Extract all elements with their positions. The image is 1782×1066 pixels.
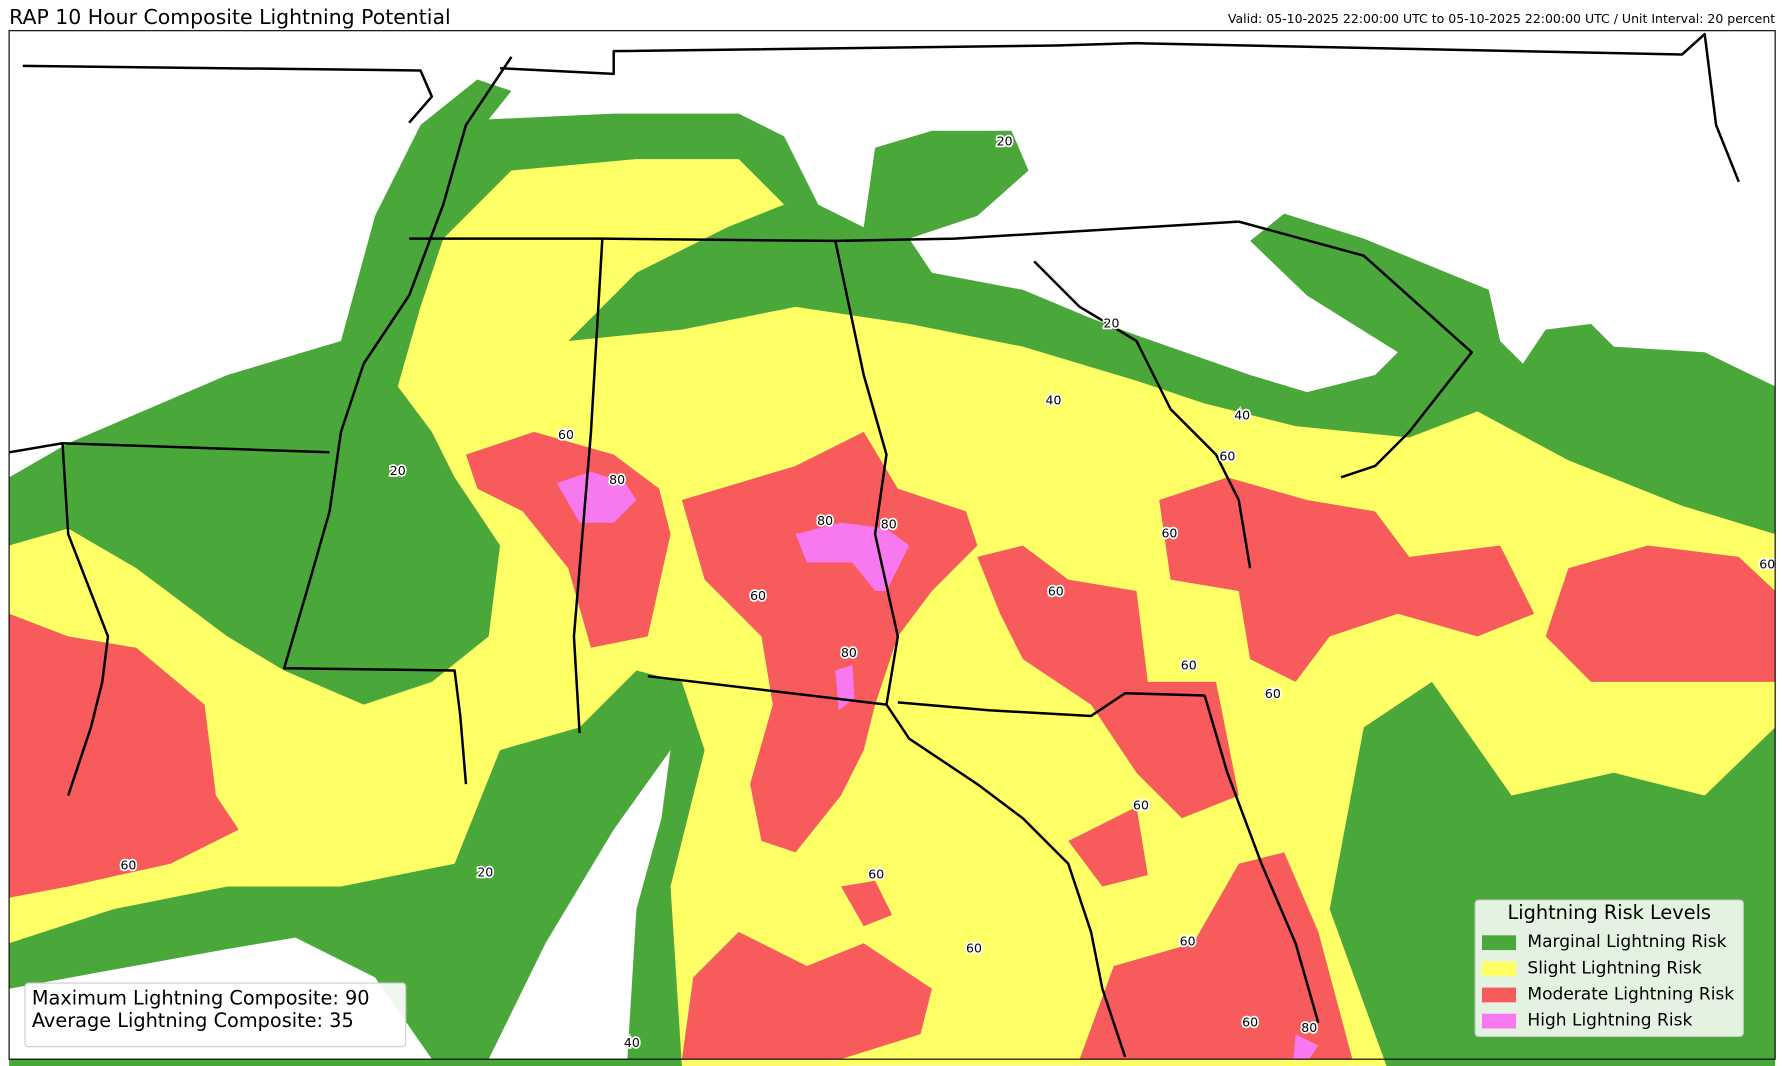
contour-label: 60 (1133, 797, 1149, 812)
contour-label: 40 (1046, 393, 1062, 408)
contour-label: 80 (841, 645, 857, 660)
valid-time: Valid: 05-10-2025 22:00:00 UTC to 05-10-… (1228, 11, 1775, 26)
stats-box (24, 982, 407, 1048)
contour-label: 60 (120, 857, 136, 872)
moderate-area (1545, 545, 1776, 682)
legend-label: Marginal Lightning Risk (1527, 932, 1726, 952)
no-risk-area (488, 750, 671, 1060)
contour-label: 60 (750, 588, 766, 603)
contour-label: 60 (966, 940, 982, 955)
state-borders (8, 32, 1740, 1058)
map-frame (8, 30, 1776, 1060)
high-area (556, 471, 637, 523)
contour-label: 60 (868, 867, 884, 882)
contour-label: 60 (1181, 657, 1197, 672)
contour-label: 80 (881, 517, 897, 532)
map-title: RAP 10 Hour Composite Lightning Potentia… (9, 5, 451, 29)
contour-label: 80 (817, 513, 833, 528)
high-area (1293, 1034, 1319, 1060)
legend-swatch (1481, 935, 1517, 951)
legend-label: Slight Lightning Risk (1527, 958, 1701, 978)
contour-label: 60 (1759, 556, 1775, 571)
high-area (795, 522, 910, 591)
contour-label: 60 (1161, 526, 1177, 541)
contour-label: 60 (1242, 1014, 1258, 1029)
state-border (897, 691, 1205, 718)
state-border (1238, 220, 1473, 479)
contour-label: 80 (609, 472, 625, 487)
contour-label: 20 (997, 134, 1013, 149)
contour-labels: 20 20 20 20 40 40 40 60 60 60 60 60 60 60 60 60 60 60 60 60… (119, 132, 1777, 1052)
legend-box (1474, 899, 1744, 1038)
moderate-area (977, 545, 1239, 819)
moderate-area (1159, 477, 1535, 682)
moderate-area (9, 613, 239, 898)
contour-label: 20 (477, 864, 493, 879)
legend-swatch (1481, 961, 1517, 977)
coastline (1203, 695, 1320, 1024)
state-border (22, 64, 434, 124)
contour-label: 20 (1104, 315, 1120, 330)
legend-swatch (1481, 987, 1517, 1003)
risk-regions (9, 79, 1776, 1066)
coastline (885, 703, 1127, 1058)
moderate-area (840, 880, 893, 927)
state-border (61, 443, 110, 796)
state-border (572, 238, 604, 734)
contour-label: 40 (1234, 407, 1250, 422)
contour-label: 60 (1180, 934, 1196, 949)
contour-label: 60 (1219, 448, 1235, 463)
contour-label: 60 (558, 427, 574, 442)
legend-label: Moderate Lightning Risk (1527, 984, 1734, 1004)
state-border (282, 56, 513, 785)
legend-swatch (1481, 1013, 1517, 1029)
moderate-area (1068, 806, 1148, 887)
contour-label: 60 (1048, 584, 1064, 599)
contour-label: 80 (1301, 1020, 1317, 1035)
moderate-area (681, 431, 978, 853)
legend-label: High Lightning Risk (1527, 1011, 1692, 1031)
moderate-area (681, 931, 932, 1060)
state-border (1033, 260, 1252, 569)
legend: Lightning Risk Levels Marginal Lightning… (1474, 899, 1744, 1038)
contour-label: 20 (390, 463, 406, 478)
legend-title: Lightning Risk Levels (1508, 901, 1711, 924)
moderate-area (1079, 852, 1353, 1060)
avg-composite: Average Lightning Composite: 35 (32, 1009, 354, 1032)
contour-label: 60 (1265, 686, 1281, 701)
max-composite: Maximum Lightning Composite: 90 (32, 986, 370, 1009)
contour-label: 40 (624, 1035, 640, 1050)
state-border (499, 32, 1740, 183)
